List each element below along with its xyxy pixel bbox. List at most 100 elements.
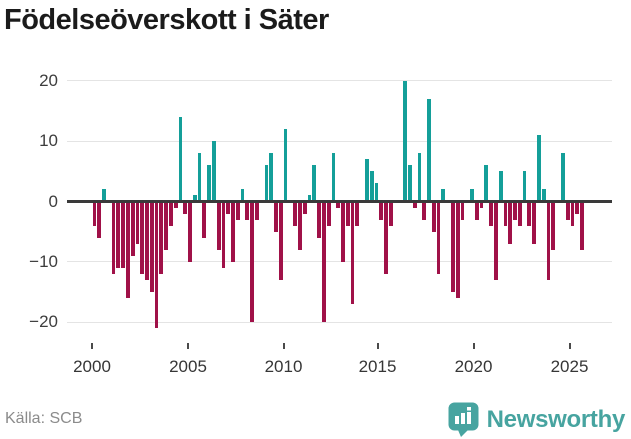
bar-2000Q1: [92, 201, 97, 226]
bar-2012Q1: [321, 201, 326, 323]
chart-title: Födelseöverskott i Säter: [4, 4, 329, 36]
bar-2015Q2: [384, 201, 388, 274]
bar-2016Q2: [403, 80, 407, 202]
gridline: [67, 261, 612, 263]
bar-2016Q4: [412, 201, 417, 208]
x-axis-tick: [376, 343, 379, 349]
bar-2012Q3: [331, 153, 336, 202]
bar-2024Q1: [551, 201, 556, 250]
bar-2001Q4: [125, 201, 130, 298]
bar-2014Q2: [364, 159, 369, 202]
bar-2008Q3: [255, 201, 259, 220]
bar-2009Q3: [274, 201, 278, 232]
bar-2018Q1: [436, 201, 441, 274]
bar-2020Q1: [474, 201, 479, 220]
y-axis-label: 0: [48, 191, 58, 211]
bar-2020Q2: [479, 201, 484, 208]
bar-2009Q1: [264, 165, 269, 202]
bar-2008Q2: [250, 201, 255, 323]
newsworthy-badge-icon: [448, 402, 479, 437]
bar-2025Q1: [570, 201, 575, 226]
bar-2004Q3: [178, 117, 183, 202]
gridline: [67, 80, 612, 82]
bar-2008Q1: [245, 201, 250, 220]
x-axis-label: 2015: [358, 357, 397, 376]
bar-2007Q4: [240, 189, 245, 202]
bar-2009Q2: [269, 153, 274, 202]
bar-2011Q4: [317, 201, 321, 238]
bar-2000Q2: [97, 201, 102, 238]
bar-2006Q3: [216, 201, 221, 250]
bar-2004Q4: [183, 201, 188, 214]
bar-2002Q1: [130, 201, 135, 256]
bar-2014Q4: [374, 183, 379, 202]
bar-2012Q4: [336, 201, 341, 208]
bar-2011Q3: [312, 165, 317, 202]
bar-2004Q2: [173, 201, 178, 208]
x-axis-tick: [187, 343, 189, 349]
x-axis-label: 2005: [169, 357, 207, 376]
bar-2021Q3: [503, 201, 508, 226]
zero-axis-line: [67, 200, 612, 203]
bar-2009Q4: [278, 201, 283, 280]
bar-2019Q1: [455, 201, 460, 298]
source-label: Källa: SCB: [5, 410, 83, 427]
bar-2013Q4: [355, 201, 360, 226]
bar-2024Q4: [565, 201, 570, 220]
bar-2003Q1: [149, 201, 154, 292]
bar-2002Q2: [135, 201, 140, 244]
bar-2019Q4: [470, 189, 474, 202]
bar-2018Q4: [451, 201, 455, 292]
y-axis-label: −20: [29, 312, 58, 332]
bar-2022Q4: [527, 201, 532, 226]
x-axis-tick: [282, 343, 285, 349]
gridline: [67, 321, 612, 323]
bar-2010Q3: [293, 201, 298, 226]
bar-2002Q3: [140, 201, 145, 274]
bar-2012Q2: [326, 201, 331, 226]
bar-2005Q1: [188, 201, 192, 262]
bar-2003Q2: [154, 201, 159, 329]
bar-2021Q2: [498, 171, 503, 202]
bar-2023Q2: [537, 135, 541, 202]
bar-2018Q2: [441, 189, 446, 202]
bar-2021Q4: [508, 201, 513, 244]
x-axis-label: 2025: [550, 357, 589, 376]
bar-2024Q3: [560, 153, 565, 202]
bar-2011Q2: [307, 195, 312, 202]
bar-2022Q1: [513, 201, 517, 220]
bar-2025Q2: [575, 201, 580, 214]
bar-2000Q3: [102, 189, 106, 202]
bar-2006Q2: [212, 141, 216, 202]
bar-2020Q4: [489, 201, 494, 226]
bar-2017Q1: [417, 153, 422, 202]
x-axis-label: 2010: [264, 357, 303, 376]
bar-2013Q1: [341, 201, 345, 262]
x-axis-label: 2020: [454, 357, 493, 376]
y-axis-label: 10: [39, 131, 58, 151]
bar-2003Q3: [159, 201, 164, 274]
bar-2015Q1: [379, 201, 384, 220]
bar-2017Q2: [422, 201, 427, 220]
bar-2015Q3: [388, 201, 393, 226]
bar-2003Q4: [164, 201, 168, 250]
bar-2017Q4: [431, 201, 436, 232]
bar-2001Q3: [121, 201, 125, 268]
newsworthy-logo: Newsworthy: [448, 402, 625, 437]
newsworthy-wordmark: Newsworthy: [486, 405, 626, 433]
gridline: [67, 140, 612, 142]
bar-2023Q4: [546, 201, 551, 280]
bar-2011Q1: [302, 201, 307, 214]
bar-2020Q3: [484, 165, 489, 202]
bar-2016Q3: [407, 165, 412, 202]
x-axis-tick: [91, 343, 93, 349]
bar-2019Q2: [460, 201, 465, 220]
bar-2001Q1: [111, 201, 116, 274]
bar-2006Q1: [207, 165, 212, 202]
bar-2006Q4: [221, 201, 226, 268]
bar-2013Q2: [345, 201, 350, 226]
bar-2017Q3: [427, 98, 431, 202]
bar-2022Q3: [522, 171, 527, 202]
x-axis-tick: [568, 343, 571, 349]
